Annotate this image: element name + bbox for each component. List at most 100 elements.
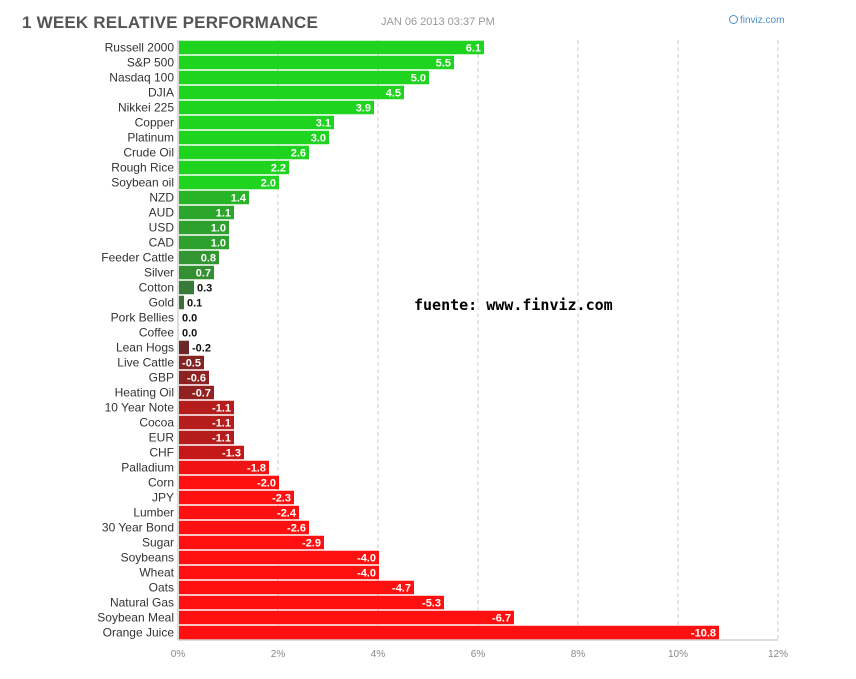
- category-label: Coffee: [139, 326, 174, 340]
- category-label: Nikkei 225: [118, 101, 174, 115]
- bar: [179, 85, 404, 100]
- value-label: -1.1: [212, 403, 231, 415]
- value-label: 3.9: [356, 103, 371, 115]
- category-label: 30 Year Bond: [102, 521, 174, 535]
- category-label: Feeder Cattle: [101, 251, 174, 265]
- category-label: USD: [149, 221, 175, 235]
- bar: [179, 475, 279, 490]
- bar: [179, 145, 309, 160]
- value-label: 1.0: [211, 238, 226, 250]
- bar: [179, 235, 229, 250]
- x-tick-label: 4%: [371, 649, 386, 660]
- bar: [179, 520, 309, 535]
- category-label: Cocoa: [139, 416, 174, 430]
- category-label: Orange Juice: [103, 626, 175, 640]
- category-label: Russell 2000: [105, 41, 175, 55]
- value-label: 0.7: [196, 268, 211, 280]
- value-label: -0.6: [187, 373, 206, 385]
- bar: [179, 280, 194, 295]
- bar: [179, 250, 219, 265]
- brand-label: finviz.com: [740, 15, 785, 26]
- bar: [179, 565, 379, 580]
- category-label: Gold: [149, 296, 174, 310]
- x-tick-label: 12%: [768, 649, 788, 660]
- value-label: 2.6: [291, 148, 306, 160]
- bar: [179, 265, 214, 280]
- value-label: 0.0: [182, 328, 197, 340]
- x-tick-label: 2%: [271, 649, 286, 660]
- bar: [179, 400, 234, 415]
- category-label: Oats: [149, 581, 174, 595]
- bar: [179, 385, 214, 400]
- category-label: Soybean oil: [111, 176, 174, 190]
- source-annotation: fuente: www.finviz.com: [414, 296, 613, 314]
- value-label: -6.7: [492, 613, 511, 625]
- x-tick-label: 10%: [668, 649, 688, 660]
- value-label: 0.1: [187, 298, 202, 310]
- x-tick-label: 6%: [471, 649, 486, 660]
- value-label: 4.5: [386, 88, 401, 100]
- bar: [179, 220, 229, 235]
- value-label: 0.3: [197, 283, 212, 295]
- value-label: -5.3: [422, 598, 441, 610]
- category-label: Live Cattle: [117, 356, 174, 370]
- bar: [179, 205, 234, 220]
- bar: [179, 40, 484, 55]
- category-label: EUR: [149, 431, 175, 445]
- value-label: 3.1: [316, 118, 331, 130]
- bar: [179, 355, 204, 370]
- value-label: -2.4: [277, 508, 297, 520]
- value-label: -4.0: [357, 553, 376, 565]
- bar: [179, 100, 374, 115]
- x-axis-ticks: 0% 2% 4% 6% 8% 10% 12%: [171, 649, 788, 660]
- bar: [179, 295, 184, 310]
- category-label: NZD: [149, 191, 174, 205]
- value-label: -4.7: [392, 583, 411, 595]
- bar: [179, 115, 334, 130]
- bar: [179, 340, 189, 355]
- value-label: 1.1: [216, 208, 231, 220]
- bar: [179, 550, 379, 565]
- category-label: Nasdaq 100: [109, 71, 174, 85]
- category-label: CAD: [149, 236, 175, 250]
- bar: [179, 55, 454, 70]
- category-label: Lean Hogs: [116, 341, 174, 355]
- category-label: GBP: [149, 371, 174, 385]
- bar: [179, 70, 429, 85]
- value-label: -2.0: [257, 478, 276, 490]
- category-label: Platinum: [127, 131, 174, 145]
- value-label: -1.3: [222, 448, 241, 460]
- bar: [179, 505, 299, 520]
- brand-link[interactable]: finviz.com: [729, 15, 784, 26]
- value-label: 5.0: [411, 73, 426, 85]
- value-label: -10.8: [691, 628, 716, 640]
- category-label: JPY: [152, 491, 174, 505]
- grid-layer: [177, 40, 779, 641]
- category-label: CHF: [149, 446, 174, 460]
- category-label: Sugar: [142, 536, 174, 550]
- bar: [179, 130, 329, 145]
- category-label: 10 Year Note: [105, 401, 175, 415]
- bar: [179, 610, 514, 625]
- category-label: S&P 500: [127, 56, 174, 70]
- bar: [179, 160, 289, 175]
- bar: [179, 445, 244, 460]
- category-label: Lumber: [133, 506, 174, 520]
- finviz-logo-icon: [729, 15, 738, 24]
- value-label: -0.5: [182, 358, 201, 370]
- value-label: 1.4: [231, 193, 247, 205]
- category-label: DJIA: [148, 86, 174, 100]
- value-label: 2.2: [271, 163, 286, 175]
- chart-title: 1 WEEK RELATIVE PERFORMANCE: [22, 13, 318, 32]
- bar: [179, 370, 209, 385]
- category-label: Rough Rice: [111, 161, 174, 175]
- bar: [179, 490, 294, 505]
- bar: [179, 430, 234, 445]
- category-label: Soybeans: [121, 551, 174, 565]
- x-tick-label: 0%: [171, 649, 186, 660]
- category-label: Soybean Meal: [97, 611, 174, 625]
- bar: [179, 175, 279, 190]
- bar: [179, 190, 249, 205]
